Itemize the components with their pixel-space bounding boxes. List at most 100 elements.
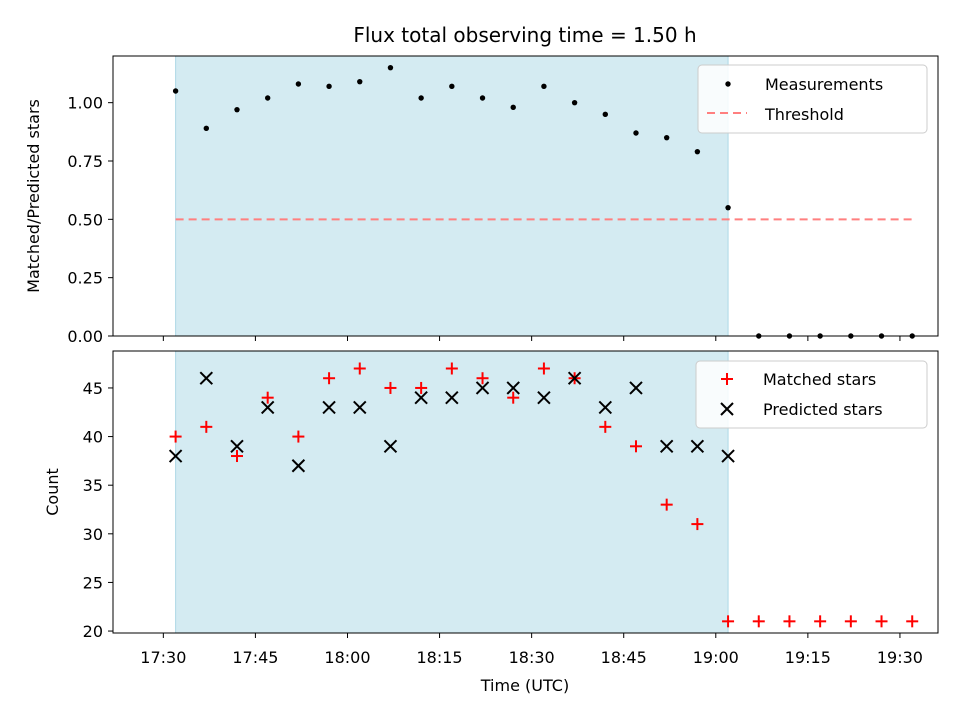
matched-star-point <box>814 615 827 628</box>
predicted-star-point <box>690 439 705 454</box>
legend-predicted-label: Predicted stars <box>763 400 883 419</box>
measurement-point <box>817 333 823 339</box>
matched-star-point <box>169 430 182 443</box>
measurement-point <box>264 95 271 101</box>
count-plot-frame <box>112 350 939 634</box>
ratio-panel: 0.00 0.25 0.50 0.75 1.00 Matched/Predicted s… <box>24 55 939 346</box>
x-tick-label: 17:30 <box>140 648 186 667</box>
predicted-star-point <box>629 381 643 395</box>
count-y-axis-label: Count <box>43 468 62 516</box>
measurement-point <box>357 78 363 85</box>
ratio-y-axis-label: Matched/Predicted stars <box>24 99 43 293</box>
matched-star-point <box>691 518 704 531</box>
y-tick-label: 0.25 <box>67 269 103 288</box>
y-tick-label: 0.50 <box>67 210 103 229</box>
predicted-star-point <box>260 400 275 415</box>
predicted-star-point <box>199 371 214 385</box>
x-tick-label: 19:00 <box>693 648 739 667</box>
legend-matched-label: Matched stars <box>763 370 876 389</box>
ratio-y-axis: 0.00 0.25 0.50 0.75 1.00 <box>67 94 113 346</box>
y-tick-label: 40 <box>83 428 103 447</box>
y-tick-label: 30 <box>83 525 103 544</box>
legend-matched-glyph <box>721 373 733 385</box>
matched-star-point <box>906 615 919 628</box>
predicted-star-point <box>445 390 459 405</box>
predicted-star-point <box>414 390 428 405</box>
matched-star-point <box>200 420 213 433</box>
measurement-point <box>418 95 424 101</box>
count-observing-span <box>175 350 729 634</box>
matched-star-point <box>445 362 458 375</box>
measurement-point <box>326 83 332 90</box>
measurement-point <box>203 125 210 132</box>
predicted-star-point <box>168 449 183 463</box>
matched-star-point <box>783 615 796 628</box>
legend-measurements-marker <box>725 81 731 87</box>
predicted-star-point <box>721 449 735 463</box>
legend-threshold-label: Threshold <box>764 105 844 124</box>
y-tick-label: 25 <box>83 573 103 592</box>
matched-star-point <box>353 362 366 375</box>
legend-matched-marker <box>721 373 733 385</box>
measurement-point <box>848 333 854 339</box>
legend-predicted-glyph <box>720 402 734 416</box>
x-tick-label: 19:15 <box>785 648 831 667</box>
ratio-legend: Measurements Threshold <box>697 64 928 134</box>
matched-star-point <box>537 362 550 375</box>
matched-star-point <box>722 615 735 628</box>
y-tick-label: 20 <box>83 622 103 641</box>
matched-star-point <box>476 372 489 385</box>
matched-stars-points <box>169 362 919 628</box>
x-tick-label: 19:30 <box>877 648 923 667</box>
count-legend-box <box>695 360 928 429</box>
x-tick-label: 18:15 <box>417 648 463 667</box>
ratio-plot-frame <box>112 55 939 337</box>
measurement-point <box>449 83 455 90</box>
y-tick-label: 35 <box>83 476 103 495</box>
count-legend: Matched stars Predicted stars <box>695 360 928 429</box>
predicted-star-point <box>383 439 398 454</box>
x-tick-label: 17:45 <box>232 648 278 667</box>
predicted-star-point <box>475 381 490 395</box>
count-y-axis: 20 25 30 35 40 45 <box>83 379 113 641</box>
matched-star-point <box>323 372 336 385</box>
matched-star-point <box>230 450 243 463</box>
matched-star-point <box>415 381 428 394</box>
measurement-point <box>909 333 915 339</box>
predicted-star-point <box>567 371 582 385</box>
matched-star-point <box>875 615 888 628</box>
chart-title: Flux total observing time = 1.50 h <box>353 23 696 47</box>
measurement-point <box>234 106 240 113</box>
y-tick-label: 0.00 <box>67 327 103 346</box>
count-x-axis: 17:30 17:45 18:00 18:15 18:30 18:45 19:00 19:15… <box>140 633 923 667</box>
ratio-x-ticks <box>162 336 901 341</box>
measurement-point <box>633 130 639 136</box>
x-axis-label: Time (UTC) <box>480 676 569 695</box>
measurement-point <box>510 104 516 111</box>
matched-star-point <box>292 430 305 443</box>
measurement-point <box>725 204 731 211</box>
measurement-point <box>663 134 670 141</box>
x-tick-label: 18:30 <box>509 648 555 667</box>
predicted-star-point <box>322 400 336 415</box>
measurement-point <box>786 333 793 339</box>
measurement-point <box>541 83 547 90</box>
matched-star-point <box>261 391 274 404</box>
x-tick-label: 18:00 <box>324 648 370 667</box>
measurement-point <box>602 111 608 118</box>
measurement-point <box>878 333 885 339</box>
predicted-star-point <box>230 439 244 454</box>
count-shaded-span <box>175 350 729 634</box>
predicted-star-point <box>291 459 306 473</box>
y-tick-label: 0.75 <box>67 152 103 171</box>
predicted-star-point <box>353 400 367 415</box>
ratio-observing-span <box>175 55 729 337</box>
y-tick-label: 1.00 <box>67 94 103 113</box>
predicted-star-point <box>659 439 674 454</box>
matched-star-point <box>660 498 673 511</box>
measurement-point <box>172 88 179 94</box>
ratio-shaded-span <box>175 55 729 337</box>
matched-star-point <box>507 391 520 404</box>
predicted-star-point <box>598 400 613 415</box>
